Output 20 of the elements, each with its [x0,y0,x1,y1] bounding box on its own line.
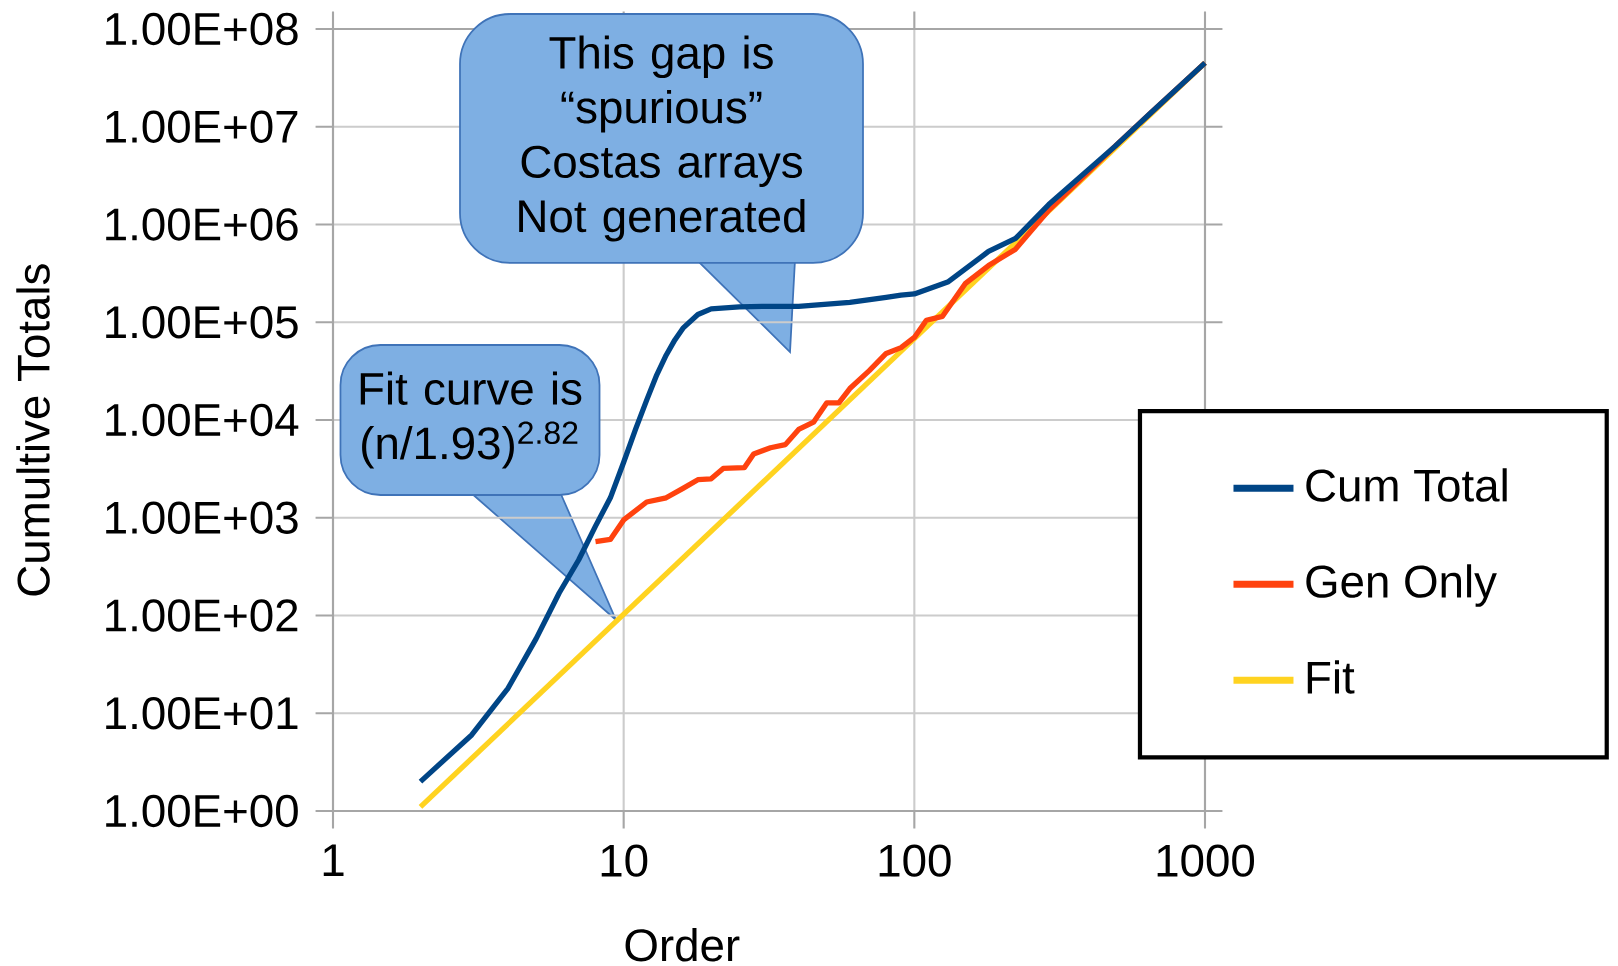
y-tick-label: 1.00E+03 [106,501,298,534]
x-tick-label: 100 [879,844,951,877]
y-tick-label: 1.00E+01 [106,697,298,730]
y-axis-title: Cumultive Totals [16,264,50,596]
legend-label: Cum Total [1306,468,1507,502]
y-tick-label: 1.00E+00 [106,794,298,828]
y-tick-label: 1.00E+02 [106,599,298,632]
x-tick-label: 1000 [1157,844,1255,877]
x-tick-label: 1 [323,844,344,876]
x-tick-label: 10 [601,844,648,877]
y-tick-label: 1.00E+06 [106,208,298,241]
y-tick-label: 1.00E+07 [106,110,298,143]
legend-label: Gen Only [1306,564,1497,607]
y-tick-label: 1.00E+04 [106,403,299,437]
x-axis-title: Order [625,927,740,962]
y-tick-label: 1.00E+05 [106,306,298,339]
annotation: This gap is “spurious” Costas arrays Not generated [519,35,805,242]
annotation: Fit curve is (n/1.93)$^{2.82}$ [360,371,582,469]
y-tick-label: 1.00E+08 [106,12,298,46]
legend-label: Fit [1307,660,1355,694]
